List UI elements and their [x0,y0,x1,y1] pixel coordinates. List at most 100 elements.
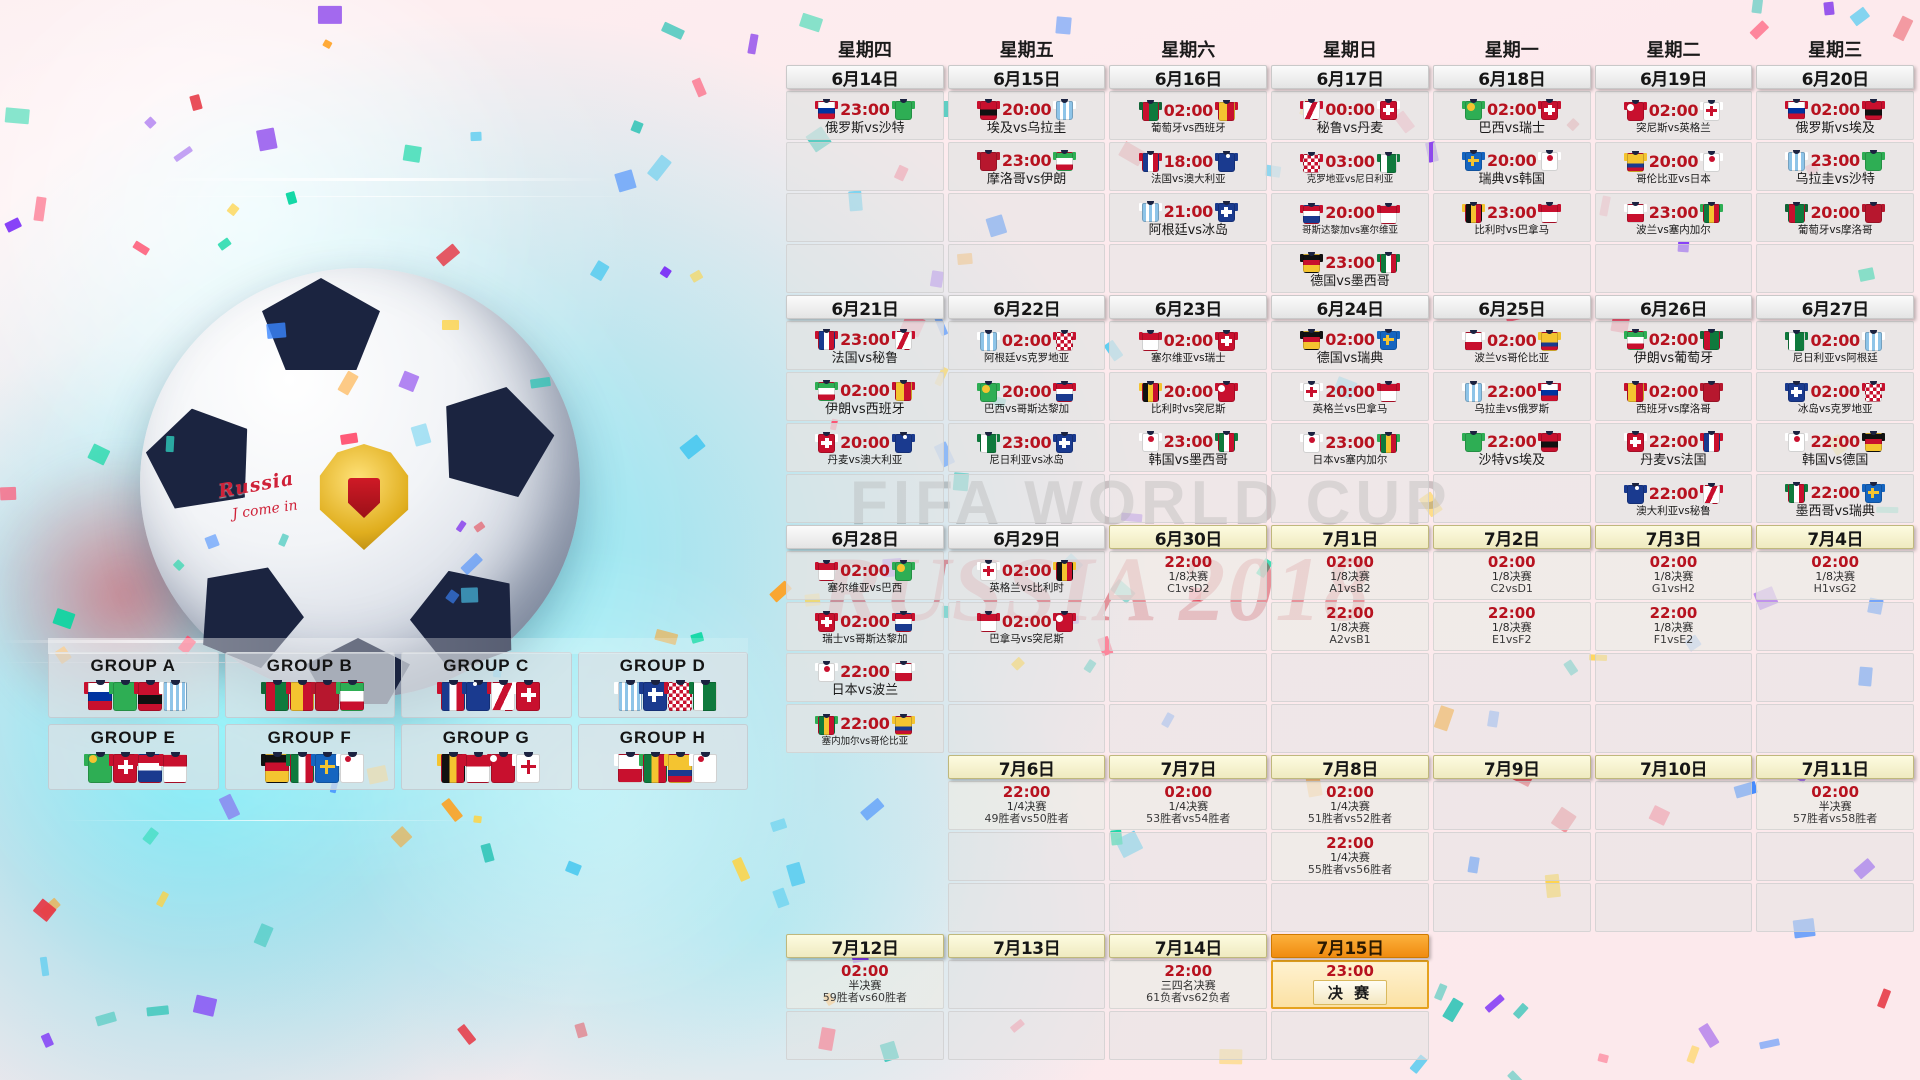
final-match-cell[interactable]: 23:00 决 赛 [1271,960,1429,1009]
match-cell[interactable]: 02:00 塞尔维亚vs瑞士 [1109,321,1268,370]
knockout-match-cell[interactable]: 22:00 1/8决赛 E1vsF2 [1432,602,1591,651]
match-cell[interactable]: 23:00 韩国vs墨西哥 [1109,423,1268,472]
date-label[interactable]: 6月19日 [1594,65,1753,90]
date-label[interactable]: 6月17日 [1271,65,1429,90]
match-cell[interactable]: 20:00 葡萄牙vs摩洛哥 [1756,193,1915,242]
date-label[interactable]: 7月2日 [1432,525,1591,550]
match-cell[interactable]: 03:00 克罗地亚vs尼日利亚 [1271,142,1429,191]
match-cell[interactable]: 22:00 澳大利亚vs秘鲁 [1594,474,1753,523]
match-cell[interactable]: 20:00 英格兰vs巴拿马 [1271,372,1429,421]
match-cell[interactable]: 02:00 尼日利亚vs阿根廷 [1756,321,1915,370]
date-label[interactable]: 6月30日 [1109,525,1268,550]
match-cell[interactable]: 23:00 德国vs墨西哥 [1271,244,1429,293]
match-cell[interactable]: 02:00 伊朗vs葡萄牙 [1594,321,1753,370]
match-cell[interactable]: 23:00 法国vs秘鲁 [786,321,944,370]
knockout-match-cell[interactable]: 22:00 1/4决赛 49胜者vs50胜者 [947,781,1106,830]
date-label[interactable]: 7月8日 [1271,755,1429,780]
match-cell[interactable]: 23:00 乌拉圭vs沙特 [1756,142,1915,191]
date-label[interactable]: 6月26日 [1594,295,1753,320]
match-cell[interactable]: 02:00 塞尔维亚vs巴西 [786,551,944,600]
match-cell[interactable]: 22:00 日本vs波兰 [786,653,944,702]
group-box-group-b[interactable]: GROUP B [224,652,395,718]
match-cell[interactable]: 02:00 葡萄牙vs西班牙 [1109,91,1268,140]
knockout-match-cell[interactable]: 22:00 1/8决赛 F1vsE2 [1594,602,1753,651]
group-box-group-e[interactable]: GROUP E [48,724,219,790]
date-label[interactable]: 6月28日 [786,525,944,550]
date-label[interactable]: 6月14日 [786,65,944,90]
match-cell[interactable]: 20:00 巴西vs哥斯达黎加 [947,372,1106,421]
date-label[interactable]: 7月1日 [1271,525,1429,550]
date-label[interactable]: 7月7日 [1109,755,1268,780]
knockout-match-cell[interactable]: 02:00 1/8决赛 C2vsD1 [1432,551,1591,600]
match-cell[interactable]: 23:00 比利时vs巴拿马 [1432,193,1591,242]
match-cell[interactable]: 18:00 法国vs澳大利亚 [1109,142,1268,191]
knockout-match-cell[interactable]: 02:00 半决赛 57胜者vs58胜者 [1756,781,1915,830]
match-cell[interactable]: 02:00 俄罗斯vs埃及 [1756,91,1915,140]
knockout-match-cell[interactable]: 02:00 1/4决赛 51胜者vs52胜者 [1271,781,1429,830]
match-cell[interactable]: 02:00 巴拿马vs突尼斯 [947,602,1106,651]
date-label[interactable]: 7月13日 [947,934,1106,959]
match-cell[interactable]: 21:00 阿根廷vs冰岛 [1109,193,1268,242]
group-box-group-h[interactable]: GROUP H [577,724,748,790]
knockout-match-cell[interactable]: 02:00 1/8决赛 G1vsH2 [1594,551,1753,600]
date-label[interactable]: 7月3日 [1594,525,1753,550]
group-box-group-c[interactable]: GROUP C [401,652,572,718]
match-cell[interactable]: 23:00 日本vs塞内加尔 [1271,423,1429,472]
group-box-group-d[interactable]: GROUP D [577,652,748,718]
date-label[interactable]: 6月24日 [1271,295,1429,320]
knockout-match-cell[interactable]: 02:00 1/8决赛 H1vsG2 [1756,551,1915,600]
match-cell[interactable]: 22:00 乌拉圭vs俄罗斯 [1432,372,1591,421]
match-cell[interactable]: 02:00 瑞士vs哥斯达黎加 [786,602,944,651]
match-cell[interactable]: 02:00 英格兰vs比利时 [947,551,1106,600]
match-cell[interactable]: 22:00 韩国vs德国 [1756,423,1915,472]
knockout-match-cell[interactable]: 22:00 1/4决赛 55胜者vs56胜者 [1271,832,1429,881]
match-cell[interactable]: 20:00 比利时vs突尼斯 [1109,372,1268,421]
match-cell[interactable]: 00:00 秘鲁vs丹麦 [1271,91,1429,140]
date-label[interactable]: 6月25日 [1432,295,1591,320]
date-label[interactable]: 7月10日 [1594,755,1753,780]
date-label[interactable]: 7月12日 [786,934,944,959]
match-cell[interactable]: 23:00 尼日利亚vs冰岛 [947,423,1106,472]
match-cell[interactable]: 20:00 哥伦比亚vs日本 [1594,142,1753,191]
group-box-group-f[interactable]: GROUP F [224,724,395,790]
date-label[interactable]: 7月11日 [1756,755,1915,780]
match-cell[interactable]: 02:00 阿根廷vs克罗地亚 [947,321,1106,370]
match-cell[interactable]: 20:00 埃及vs乌拉圭 [947,91,1106,140]
match-cell[interactable]: 22:00 塞内加尔vs哥伦比亚 [786,704,944,753]
date-label[interactable]: 7月6日 [947,755,1106,780]
match-cell[interactable]: 02:00 巴西vs瑞士 [1432,91,1591,140]
match-cell[interactable]: 22:00 丹麦vs法国 [1594,423,1753,472]
match-cell[interactable]: 20:00 哥斯达黎加vs塞尔维亚 [1271,193,1429,242]
date-label[interactable]: 6月22日 [947,295,1106,320]
date-label[interactable]: 6月20日 [1756,65,1915,90]
match-cell[interactable]: 23:00 俄罗斯vs沙特 [786,91,944,140]
knockout-match-cell[interactable]: 02:00 半决赛 59胜者vs60胜者 [786,960,944,1009]
knockout-match-cell[interactable]: 22:00 三四名决赛 61负者vs62负者 [1109,960,1268,1009]
group-box-group-g[interactable]: GROUP G [401,724,572,790]
date-label[interactable]: 7月9日 [1432,755,1591,780]
knockout-match-cell[interactable]: 02:00 1/8决赛 A1vsB2 [1271,551,1429,600]
knockout-match-cell[interactable]: 02:00 1/4决赛 53胜者vs54胜者 [1109,781,1268,830]
match-cell[interactable]: 02:00 波兰vs哥伦比亚 [1432,321,1591,370]
date-label[interactable]: 6月18日 [1432,65,1591,90]
date-label[interactable]: 6月16日 [1109,65,1268,90]
date-label[interactable]: 6月29日 [947,525,1106,550]
match-cell[interactable]: 02:00 西班牙vs摩洛哥 [1594,372,1753,421]
date-label[interactable]: 7月15日 [1271,934,1429,959]
match-cell[interactable]: 22:00 沙特vs埃及 [1432,423,1591,472]
match-cell[interactable]: 23:00 摩洛哥vs伊朗 [947,142,1106,191]
match-cell[interactable]: 20:00 丹麦vs澳大利亚 [786,423,944,472]
knockout-match-cell[interactable]: 22:00 1/8决赛 C1vsD2 [1109,551,1268,600]
match-cell[interactable]: 02:00 伊朗vs西班牙 [786,372,944,421]
date-label[interactable]: 6月21日 [786,295,944,320]
match-cell[interactable]: 23:00 波兰vs塞内加尔 [1594,193,1753,242]
knockout-match-cell[interactable]: 22:00 1/8决赛 A2vsB1 [1271,602,1429,651]
date-label[interactable]: 7月4日 [1756,525,1915,550]
date-label[interactable]: 7月14日 [1109,934,1268,959]
date-label[interactable]: 6月27日 [1756,295,1915,320]
match-cell[interactable]: 02:00 德国vs瑞典 [1271,321,1429,370]
date-label[interactable]: 6月23日 [1109,295,1268,320]
match-cell[interactable]: 20:00 瑞典vs韩国 [1432,142,1591,191]
group-box-group-a[interactable]: GROUP A [48,652,219,718]
match-cell[interactable]: 02:00 突尼斯vs英格兰 [1594,91,1753,140]
